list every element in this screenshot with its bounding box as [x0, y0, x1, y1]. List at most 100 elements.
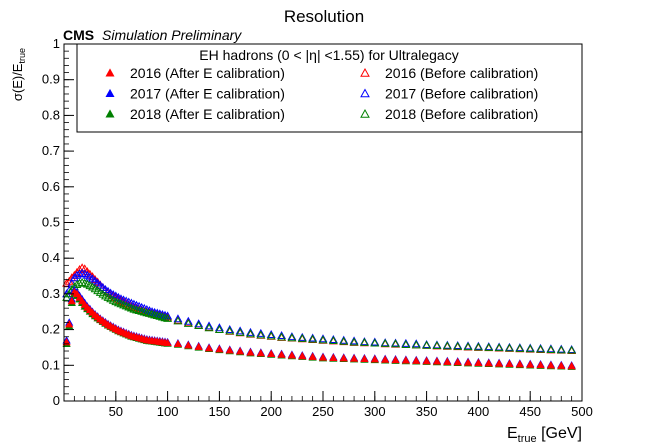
- data-point: [526, 360, 535, 368]
- x-tick-label: 200: [260, 404, 282, 419]
- data-point: [183, 318, 193, 327]
- legend-entry: 2016 (After E calibration): [130, 65, 285, 81]
- y-tick-label: 0.5: [42, 215, 60, 230]
- data-point: [287, 351, 297, 359]
- data-point: [308, 333, 318, 342]
- legend-entry: 2018 (Before calibration): [385, 106, 538, 122]
- data-point: [147, 309, 157, 318]
- data-point: [380, 338, 390, 347]
- data-point: [204, 343, 214, 352]
- data-point: [194, 321, 204, 330]
- data-point: [370, 338, 380, 347]
- data-point: [194, 342, 203, 350]
- y-tick-label: 0.8: [42, 107, 60, 122]
- data-point: [246, 348, 255, 356]
- data-point: [145, 308, 154, 317]
- data-point: [256, 328, 266, 337]
- cms-subtitle: Simulation Preliminary: [102, 27, 242, 43]
- data-point: [318, 353, 328, 361]
- legend-entry: 2016 (Before calibration): [385, 65, 538, 81]
- data-point: [349, 337, 359, 346]
- data-point: [163, 313, 173, 322]
- data-point: [75, 278, 84, 287]
- data-point: [339, 336, 349, 345]
- legend-box: [76, 43, 583, 133]
- x-tick-label: 300: [364, 404, 386, 419]
- data-point: [484, 342, 494, 351]
- data-point: [69, 273, 79, 282]
- data-point: [463, 342, 473, 351]
- data-point: [277, 331, 287, 340]
- data-point: [401, 339, 411, 348]
- data-point: [453, 341, 463, 350]
- x-tick-label: 250: [312, 404, 334, 419]
- x-tick-label: 50: [109, 404, 123, 419]
- data-point: [328, 336, 338, 345]
- legend-entry: 2017 (After E calibration): [130, 86, 285, 102]
- data-point: [214, 323, 224, 332]
- data-point: [318, 334, 328, 343]
- data-point: [308, 352, 317, 360]
- data-point: [525, 344, 535, 353]
- data-point: [157, 312, 167, 321]
- legend-title: EH hadrons (0 < |η| <1.55) for Ultralega…: [199, 47, 458, 63]
- chart-title: Resolution: [284, 7, 364, 26]
- data-point: [453, 357, 462, 366]
- data-point: [184, 341, 193, 349]
- cms-label: CMS: [63, 27, 94, 43]
- legend: EH hadrons (0 < |η| <1.55) for Ultralega…: [76, 43, 583, 133]
- data-point: [349, 336, 359, 345]
- data-point: [142, 308, 152, 317]
- data-point: [134, 306, 144, 315]
- x-axis-label-sub: true: [518, 433, 537, 445]
- data-point: [360, 354, 369, 363]
- data-point: [391, 339, 400, 348]
- cms-header: CMS Simulation Preliminary: [63, 27, 242, 43]
- y-axis-label-sub: true: [17, 48, 27, 64]
- data-point: [546, 344, 556, 353]
- y-tick-label: 0.9: [42, 72, 60, 87]
- legend-marker: [360, 108, 370, 118]
- data-point: [80, 264, 90, 273]
- data-point: [298, 351, 307, 360]
- data-point: [411, 340, 421, 349]
- data-point: [160, 313, 170, 322]
- data-point: [557, 361, 566, 369]
- x-tick-label: 350: [416, 404, 438, 419]
- data-point: [494, 343, 504, 352]
- data-point: [152, 311, 162, 320]
- data-point: [225, 326, 235, 335]
- data-point: [473, 342, 483, 351]
- data-point: [515, 360, 524, 368]
- x-tick-label: 150: [209, 404, 231, 419]
- data-point: [62, 337, 71, 346]
- data-point: [422, 356, 431, 365]
- data-point: [432, 341, 442, 350]
- data-point: [277, 350, 286, 358]
- data-point: [246, 329, 255, 338]
- data-point: [515, 343, 525, 352]
- legend-marker: [105, 88, 115, 97]
- data-point: [556, 345, 566, 354]
- data-point: [267, 349, 276, 358]
- data-point: [329, 353, 338, 361]
- data-point: [75, 269, 84, 278]
- data-point: [536, 360, 545, 369]
- data-point: [474, 358, 483, 366]
- x-tick-label: 500: [571, 404, 593, 419]
- data-point: [204, 321, 214, 330]
- data-point: [204, 323, 214, 332]
- data-point: [129, 304, 139, 313]
- legend-marker: [105, 68, 115, 77]
- y-tick-label: 0.3: [42, 286, 60, 301]
- data-point: [150, 310, 160, 319]
- legend-marker: [360, 67, 370, 77]
- data-point: [495, 359, 504, 367]
- data-point: [183, 316, 193, 325]
- data-point: [401, 356, 410, 364]
- data-point: [235, 327, 245, 336]
- data-point: [536, 344, 546, 353]
- data-point: [359, 337, 369, 346]
- y-tick-label: 0.2: [42, 322, 60, 337]
- data-point: [422, 340, 432, 349]
